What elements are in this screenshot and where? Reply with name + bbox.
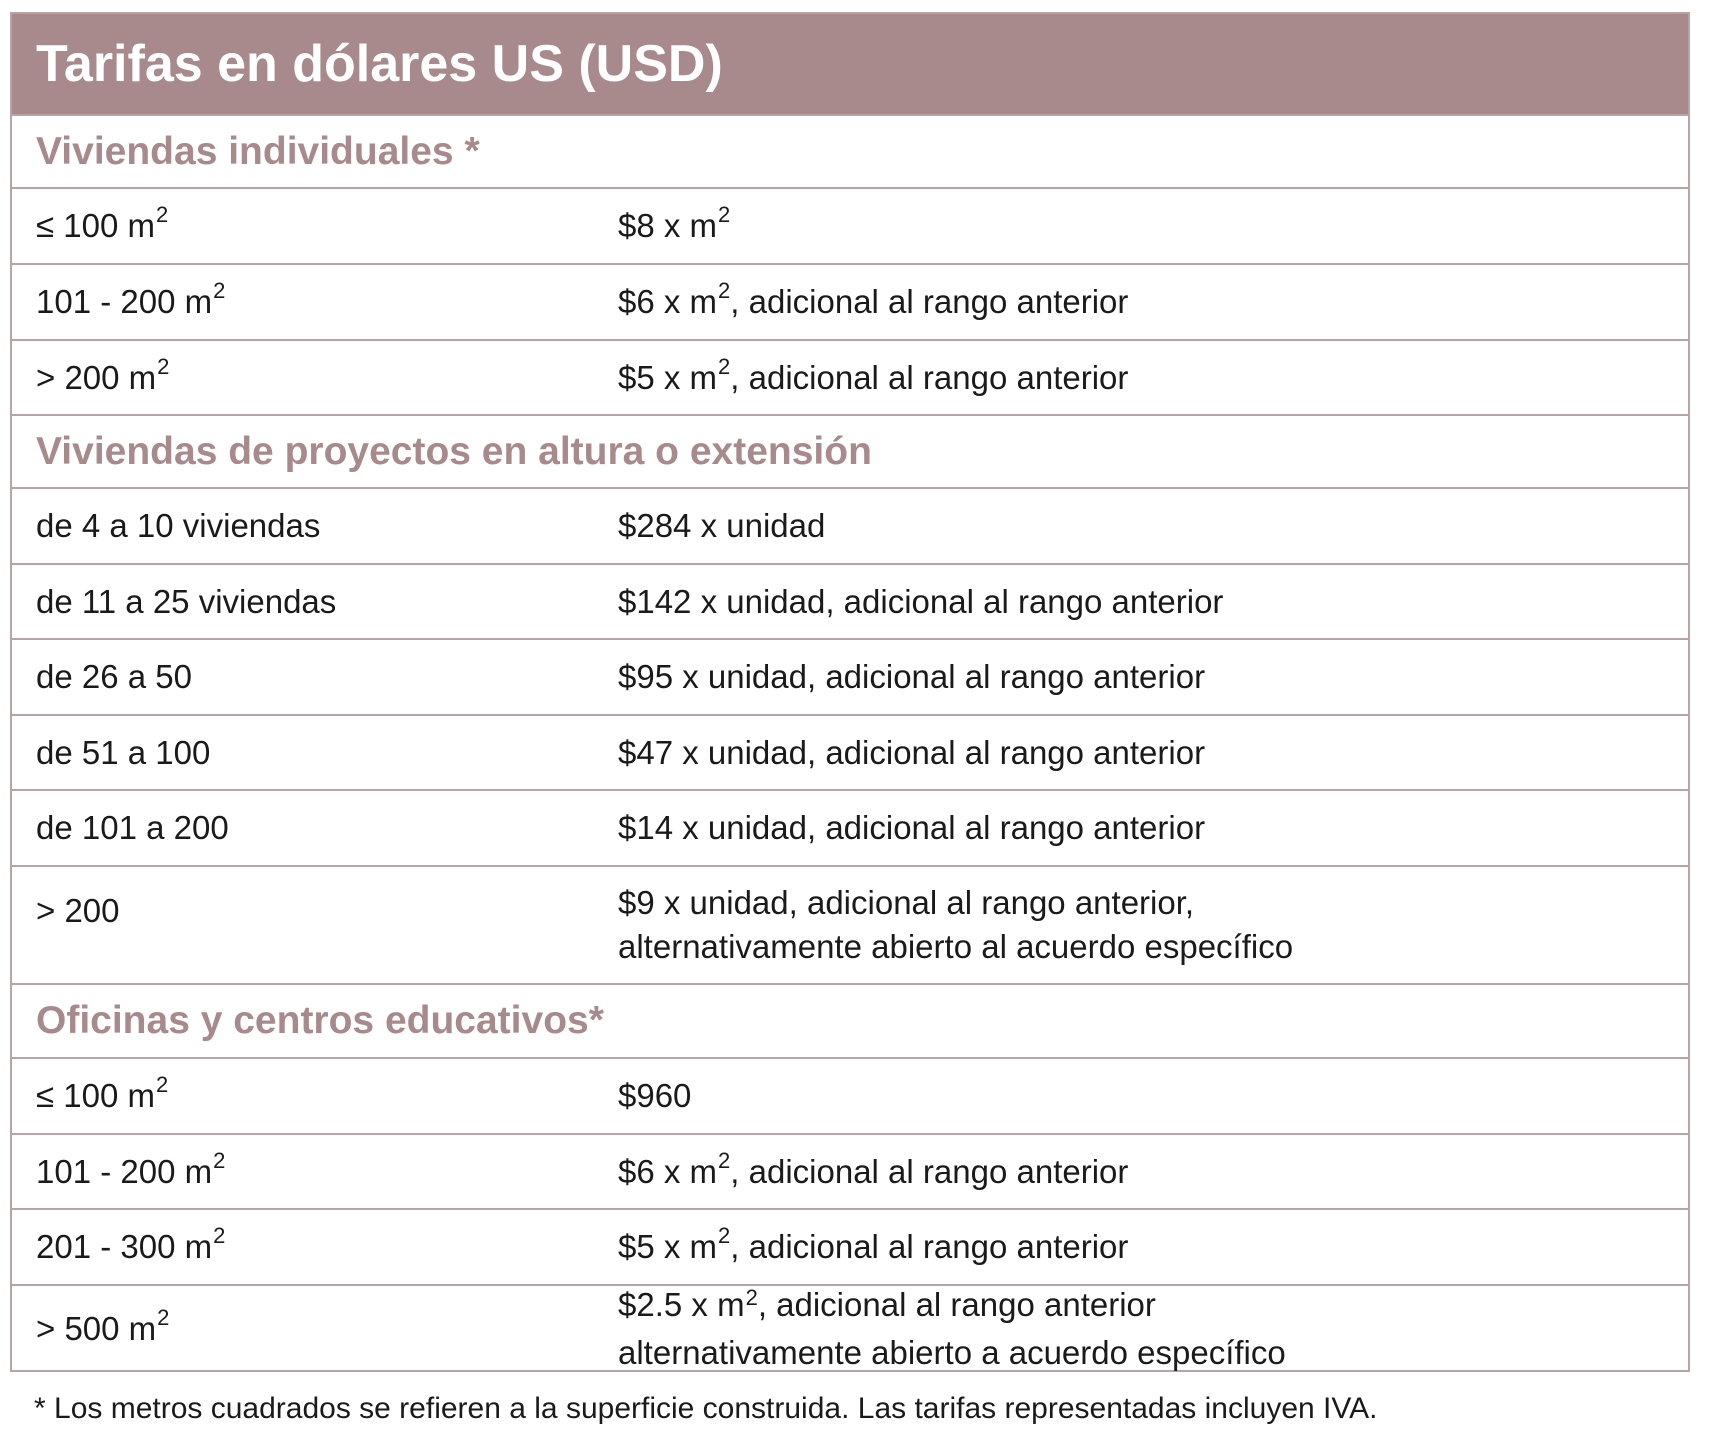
- rate-cell: $14 x unidad, adicional al rango anterio…: [618, 809, 1206, 846]
- range-cell: de 11 a 25 viviendas: [36, 582, 337, 620]
- range-cell: de 4 a 10 viviendas: [36, 507, 321, 544]
- section-heading-oficinas: Oficinas y centros educativos*: [12, 983, 1688, 1057]
- rate-cell: $2.5 x m2, adicional al rango anterior a…: [618, 1285, 1286, 1371]
- table-row: de 26 a 50 $95 x unidad, adicional al ra…: [12, 638, 1688, 714]
- rate-cell: $142 x unidad, adicional al rango anteri…: [618, 582, 1224, 620]
- range-cell: de 51 a 100: [36, 733, 211, 771]
- range-cell: de 101 a 200: [36, 809, 229, 846]
- rate-cell: $284 x unidad: [618, 507, 826, 544]
- rate-cell: $95 x unidad, adicional al rango anterio…: [618, 658, 1206, 695]
- rate-cell: $960: [618, 1077, 692, 1114]
- table-row: de 101 a 200 $14 x unidad, adicional al …: [12, 789, 1688, 865]
- table-title: Tarifas en dólares US (USD): [12, 14, 1688, 114]
- table-row: de 11 a 25 viviendas $142 x unidad, adic…: [12, 563, 1688, 638]
- section-heading-viviendas-proyectos: Viviendas de proyectos en altura o exten…: [12, 414, 1688, 487]
- footnote: * Los metros cuadrados se refieren a la …: [34, 1392, 1378, 1425]
- range-cell: > 200: [36, 892, 120, 929]
- rates-table: Tarifas en dólares US (USD) Viviendas in…: [10, 12, 1690, 1372]
- section-heading-viviendas-individuales: Viviendas individuales *: [12, 114, 1688, 187]
- rate-cell: $9 x unidad, adicional al rango anterior…: [618, 884, 1294, 965]
- rate-cell: $47 x unidad, adicional al rango anterio…: [618, 733, 1206, 771]
- table-row: > 200 $9 x unidad, adicional al rango an…: [12, 865, 1688, 983]
- table-row: de 51 a 100 $47 x unidad, adicional al r…: [12, 714, 1688, 789]
- range-cell: de 26 a 50: [36, 658, 192, 695]
- table-row: de 4 a 10 viviendas $284 x unidad: [12, 487, 1688, 563]
